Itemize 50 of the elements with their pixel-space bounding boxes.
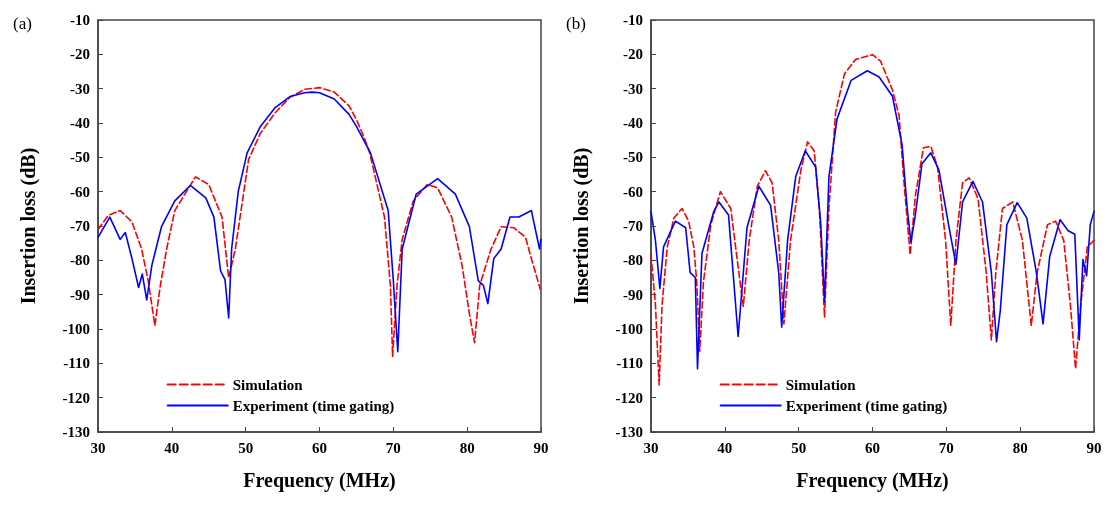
y-axis-title: Insertion loss (dB) — [570, 147, 593, 305]
x-tick-label: 60 — [312, 439, 327, 456]
y-tick-label: -130 — [62, 424, 90, 440]
x-tick-label: 90 — [533, 439, 549, 456]
x-axis-title: Frequency (MHz) — [243, 469, 396, 492]
y-tick-label: -60 — [70, 183, 90, 200]
y-tick-label: -50 — [70, 149, 90, 166]
x-tick-label: 50 — [791, 439, 807, 456]
y-tick-label: -130 — [615, 424, 643, 440]
x-tick-label: 90 — [1086, 439, 1102, 456]
y-tick-label: -30 — [70, 80, 90, 97]
y-tick-label: -40 — [70, 115, 90, 131]
legend-label: Simulation — [785, 376, 857, 393]
y-tick-label: -100 — [615, 321, 643, 337]
y-tick-label: -110 — [616, 355, 643, 372]
chart-title: (a) — [13, 14, 32, 33]
y-tick-label: -100 — [62, 321, 90, 337]
x-tick-label: 30 — [643, 439, 659, 456]
x-tick-label: 40 — [717, 439, 733, 456]
y-tick-label: -70 — [623, 218, 643, 234]
y-tick-label: -110 — [63, 355, 90, 372]
y-tick-label: -10 — [70, 12, 90, 28]
legend-label: Experiment (time gating) — [785, 397, 948, 415]
x-tick-label: 30 — [90, 439, 106, 456]
legend-label: Experiment (time gating) — [232, 397, 395, 415]
x-tick-label: 50 — [238, 439, 254, 456]
y-tick-label: -80 — [70, 252, 90, 269]
y-tick-label: -70 — [70, 218, 90, 234]
y-tick-label: -50 — [623, 149, 643, 166]
y-tick-label: -20 — [623, 46, 643, 63]
y-tick-label: -60 — [623, 183, 643, 200]
y-tick-label: -40 — [623, 115, 643, 131]
y-tick-label: -30 — [623, 80, 643, 97]
x-tick-label: 40 — [164, 439, 180, 456]
y-tick-label: -120 — [62, 389, 90, 406]
x-axis-title: Frequency (MHz) — [796, 469, 949, 492]
y-tick-label: -90 — [70, 286, 90, 303]
x-tick-label: 60 — [865, 439, 880, 456]
y-tick-label: -120 — [615, 389, 643, 406]
y-tick-label: -10 — [623, 12, 643, 28]
y-axis-title: Insertion loss (dB) — [17, 147, 40, 305]
y-tick-label: -80 — [623, 252, 643, 269]
y-tick-label: -20 — [70, 46, 90, 63]
x-tick-label: 70 — [938, 439, 954, 456]
y-tick-label: -90 — [623, 286, 643, 303]
x-tick-label: 80 — [459, 439, 475, 456]
legend-label: Simulation — [232, 376, 304, 393]
x-tick-label: 80 — [1012, 439, 1028, 456]
chart-title: (b) — [566, 14, 586, 33]
x-tick-label: 70 — [385, 439, 401, 456]
